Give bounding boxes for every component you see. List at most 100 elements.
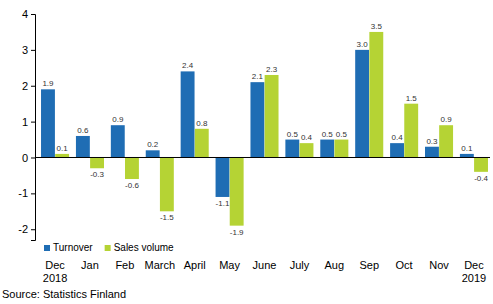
bar (425, 147, 439, 158)
bar (390, 143, 404, 157)
data-label: 0.5 (336, 130, 348, 139)
tick: Jan (81, 259, 99, 271)
tick-label: 1 (22, 116, 28, 128)
tick-mark (31, 193, 35, 194)
tick: -2 (18, 223, 35, 235)
bar (334, 140, 348, 158)
tick-label: Dec2019 (462, 259, 486, 284)
bar (146, 150, 160, 157)
tick: May (219, 259, 240, 271)
tick: 4 (22, 8, 35, 20)
data-label: 0.5 (322, 130, 334, 139)
tick-label: March (144, 259, 175, 271)
tick: Sep (359, 259, 379, 271)
bar (320, 140, 334, 158)
data-label: 0.1 (461, 144, 473, 153)
bar (76, 136, 90, 158)
data-label: -1.9 (230, 228, 244, 237)
bar (439, 125, 453, 157)
data-label: 0.9 (441, 115, 453, 124)
tick-mark (31, 229, 35, 230)
data-label: 2.4 (182, 61, 194, 70)
bar (55, 154, 69, 158)
bar (369, 32, 383, 158)
bar (160, 157, 174, 211)
data-label: 3.0 (357, 40, 369, 49)
tick: 2 (22, 80, 35, 92)
data-label: 3.5 (371, 22, 383, 31)
tick: June (253, 259, 277, 271)
bar (404, 104, 418, 158)
bar (355, 50, 369, 158)
bars (41, 32, 488, 226)
tick: Aug (325, 259, 345, 271)
data-label: 1.5 (406, 94, 418, 103)
tick: Nov (429, 259, 449, 271)
tick: 1 (22, 116, 35, 128)
tick-label: 4 (22, 8, 28, 20)
chart: 1.90.60.90.22.4-1.12.10.50.53.00.40.30.1… (0, 0, 493, 304)
tick-label: Sep (359, 259, 379, 271)
tick-label: -1 (18, 187, 28, 199)
source-note: Source: Statistics Finland (2, 288, 126, 300)
tick-mark (31, 14, 35, 15)
bar (250, 82, 264, 157)
tick-label: July (290, 259, 310, 271)
axis-line (31, 15, 36, 241)
bar (265, 75, 279, 158)
zero-line (35, 157, 490, 158)
data-label: 0.4 (391, 133, 403, 142)
tick: 0 (22, 152, 35, 164)
data-label: 0.9 (112, 115, 124, 124)
tick-label: 3 (22, 44, 28, 56)
tick: April (184, 259, 206, 271)
data-label: 0.5 (287, 130, 299, 139)
data-label: 2.3 (266, 65, 278, 74)
tick-label: April (184, 259, 206, 271)
tick-label: Oct (396, 259, 413, 271)
legend-swatch (105, 245, 111, 251)
tick: Dec2018 (43, 259, 67, 284)
legend-label: Turnover (53, 242, 93, 253)
tick-label: -2 (18, 223, 28, 235)
tick-label: May (219, 259, 240, 271)
data-label: 1.9 (42, 79, 54, 88)
bar (111, 125, 125, 157)
tick: March (144, 259, 175, 271)
data-label: 0.1 (57, 144, 69, 153)
bar (285, 140, 299, 158)
data-label: 0.2 (147, 140, 159, 149)
legend-item: Sales volume (105, 242, 174, 253)
tick-mark (31, 86, 35, 87)
legend-swatch (44, 245, 50, 251)
tick: Feb (115, 259, 134, 271)
bar (195, 129, 209, 158)
y-axis: -2 -1 0 1 2 3 4 (18, 8, 35, 240)
tick-mark (31, 50, 35, 51)
data-label: -0.4 (474, 174, 488, 183)
tick-label: Dec2018 (43, 259, 67, 284)
bar (181, 71, 195, 157)
tick-label: 0 (22, 152, 28, 164)
tick-mark (31, 122, 35, 123)
bar (474, 157, 488, 171)
tick-label: Jan (81, 259, 99, 271)
tick: Oct (396, 259, 413, 271)
data-label: -1.1 (216, 199, 230, 208)
tick-label: June (253, 259, 277, 271)
tick-label: 2 (22, 80, 28, 92)
bar (460, 154, 474, 158)
tick: July (290, 259, 310, 271)
data-label: 0.6 (77, 126, 89, 135)
data-label: 0.3 (426, 137, 438, 146)
data-label: -0.6 (125, 181, 139, 190)
tick-label: Aug (325, 259, 345, 271)
bar (90, 157, 104, 168)
tick: Dec2019 (462, 259, 486, 284)
data-label: -0.3 (90, 170, 104, 179)
data-labels: 1.90.60.90.22.4-1.12.10.50.53.00.40.30.1… (42, 22, 488, 237)
legend-label: Sales volume (114, 242, 174, 253)
bar (41, 89, 55, 157)
data-label: 0.4 (301, 133, 313, 142)
bar (230, 157, 244, 225)
